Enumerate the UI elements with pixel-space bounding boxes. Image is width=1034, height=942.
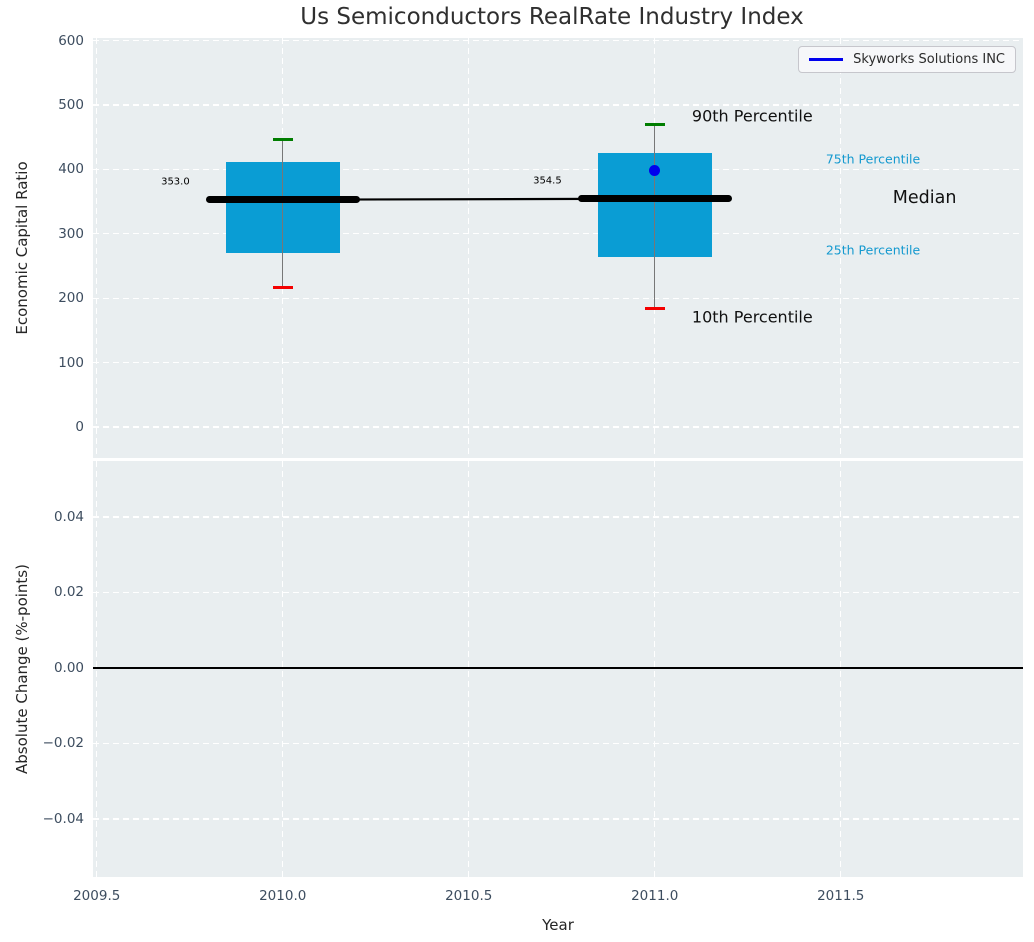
gridline-x-2010.0 xyxy=(282,461,284,877)
gridline-x-2009.5 xyxy=(96,461,98,877)
gridline-y-400 xyxy=(93,168,1023,171)
ytick-label-600: 600 xyxy=(58,32,84,49)
x-axis-label: Year xyxy=(542,916,574,934)
gridline-y-600 xyxy=(93,39,1023,42)
gridline-y-0.04 xyxy=(93,516,1023,518)
cap-90th-percentile-2011 xyxy=(644,122,665,126)
ytick-label-400: 400 xyxy=(58,161,84,178)
gridline-y-500 xyxy=(93,104,1023,106)
zero-change-line xyxy=(93,667,1023,669)
median-value-2010: 353.0 xyxy=(161,176,190,188)
y-axis-label-top: Economic Capital Ratio xyxy=(13,161,31,335)
gridline-y-−0.02 xyxy=(93,742,1023,745)
ytick-label-200: 200 xyxy=(58,290,84,307)
annotation-75th-percentile: 75th Percentile xyxy=(825,151,921,167)
median-line-2011 xyxy=(577,195,732,203)
whisker-2010 xyxy=(282,139,284,288)
xtick-label-2010.5: 2010.5 xyxy=(445,888,493,904)
gridline-x-2011.5 xyxy=(840,38,842,458)
annotation-25th-percentile: 25th Percentile xyxy=(825,242,921,258)
gridline-x-2011.5 xyxy=(840,461,842,877)
y-axis-label-bottom: Absolute Change (%-points) xyxy=(13,564,31,774)
plot-area-top: 600 500 400 300 200 100 0 353.0 354.5 90th Percen… xyxy=(58,33,1023,458)
whisker-2011 xyxy=(654,124,656,309)
gridline-x-2009.5 xyxy=(96,38,98,458)
annotation-median: Median xyxy=(892,188,957,209)
median-line-2010 xyxy=(205,196,360,204)
gridline-x-2010.5 xyxy=(468,461,470,877)
series-point-skyworks-solutions-inc xyxy=(649,165,661,177)
ytick-label-0.02: 0.02 xyxy=(53,584,84,601)
ytick-label-−0.02: −0.02 xyxy=(42,735,84,752)
ytick-label-500: 500 xyxy=(58,96,84,113)
ytick-label-0.00: 0.00 xyxy=(53,659,84,676)
annotation-10th-percentile: 10th Percentile xyxy=(691,307,813,327)
cap-10th-percentile-2010 xyxy=(272,286,293,290)
gridline-y-0.02 xyxy=(93,591,1023,594)
legend-label: Skyworks Solutions INC xyxy=(853,52,1005,67)
gridline-x-2011.0 xyxy=(654,461,656,877)
cap-10th-percentile-2011 xyxy=(644,307,665,311)
xtick-label-2010.0: 2010.0 xyxy=(259,888,307,904)
gridline-y-100 xyxy=(93,362,1023,364)
xtick-label-2011.5: 2011.5 xyxy=(817,888,865,904)
ytick-label-100: 100 xyxy=(58,354,84,371)
xtick-label-2011.0: 2011.0 xyxy=(631,888,679,904)
xtick-label-2009.5: 2009.5 xyxy=(73,888,121,904)
cap-90th-percentile-2010 xyxy=(272,137,293,141)
plot-area-bottom: 2009.5 2010.0 2010.5 2011.0 2011.5 0.04 0.02 0.… xyxy=(43,461,1023,904)
ytick-label-−0.04: −0.04 xyxy=(42,810,84,827)
top-axes-economic-capital-ratio: 600 500 400 300 200 100 0 353.0 354.5 90th Percen… xyxy=(58,33,1023,458)
ytick-label-0: 0 xyxy=(75,419,84,436)
legend: Skyworks Solutions INC xyxy=(798,46,1016,73)
gridline-y-200 xyxy=(93,297,1023,299)
ytick-label-300: 300 xyxy=(58,225,84,242)
gridline-x-2010.5 xyxy=(468,38,470,458)
legend-line-swatch xyxy=(809,57,844,62)
median-value-2011: 354.5 xyxy=(533,175,562,187)
annotation-90th-percentile: 90th Percentile xyxy=(691,106,813,126)
chart-title: Us Semiconductors RealRate Industry Inde… xyxy=(300,4,804,30)
ytick-label-0.04: 0.04 xyxy=(53,508,84,525)
gridline-y-300 xyxy=(93,233,1023,235)
gridline-y-−0.04 xyxy=(93,818,1023,820)
bottom-axes-absolute-change: 2009.5 2010.0 2010.5 2011.0 2011.5 0.04 0.02 0.… xyxy=(43,461,1023,904)
gridline-y-0 xyxy=(93,426,1023,428)
